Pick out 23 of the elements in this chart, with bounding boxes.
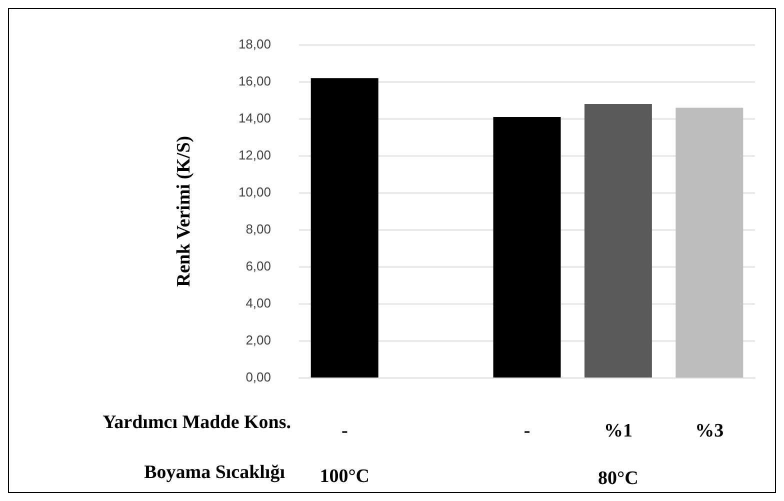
bar bbox=[676, 108, 744, 378]
y-tick-label: 10,00 bbox=[238, 184, 271, 200]
y-tick-label: 6,00 bbox=[246, 258, 271, 274]
x-tick-label: %1 bbox=[604, 420, 632, 442]
y-axis-title: Renk Verimi (K/S) bbox=[173, 136, 194, 287]
x-tick-label: - bbox=[341, 420, 348, 442]
x-tick-label: %3 bbox=[695, 420, 724, 442]
bar bbox=[584, 104, 652, 378]
y-tick-label: 4,00 bbox=[246, 296, 271, 311]
x-tick-label: - bbox=[524, 420, 530, 442]
y-tick-label: 2,00 bbox=[246, 332, 271, 348]
y-tick-label: 16,00 bbox=[238, 73, 271, 88]
bar bbox=[493, 116, 561, 378]
y-tick-label: 18,00 bbox=[238, 36, 271, 52]
text: Boyama Sıcaklığı bbox=[144, 462, 285, 483]
text: 100°C bbox=[320, 466, 370, 487]
text: Yardımcı Madde Kons. bbox=[102, 412, 291, 433]
y-tick-label: 0,00 bbox=[246, 370, 271, 385]
y-tick-label: 14,00 bbox=[238, 110, 271, 126]
y-tick-label: 8,00 bbox=[246, 221, 271, 236]
y-tick-label: 12,00 bbox=[238, 147, 271, 162]
text: 80°C bbox=[598, 468, 638, 489]
bar bbox=[310, 78, 378, 378]
